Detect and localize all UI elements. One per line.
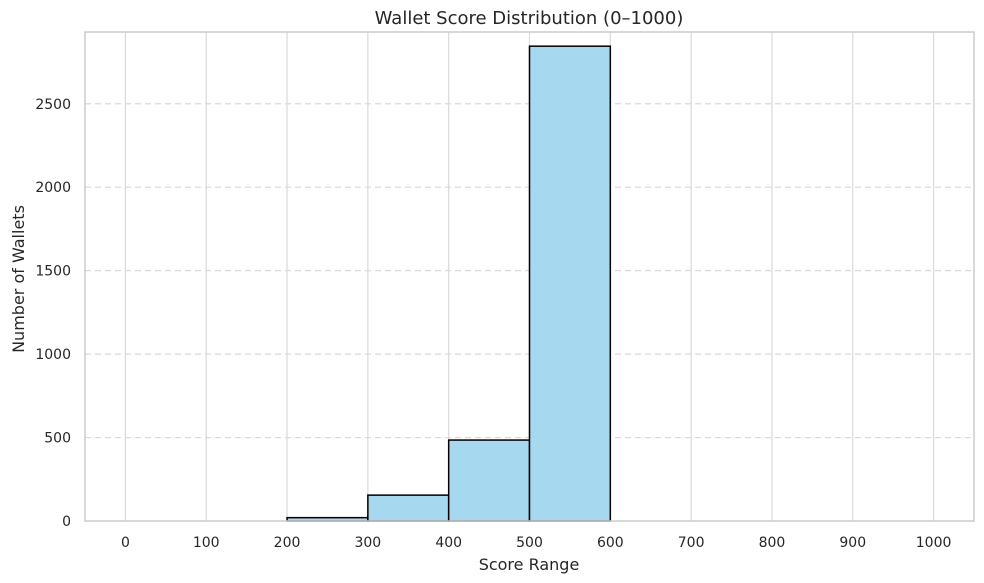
y-tick-label: 2500 bbox=[35, 97, 71, 113]
histogram-bar bbox=[528, 45, 612, 522]
y-tick-labels: 0 500 1000 1500 2000 2500 bbox=[35, 97, 71, 530]
x-tick-labels: 0 100 200 300 400 500 600 700 800 900 1000 bbox=[121, 535, 951, 551]
chart-title: Wallet Score Distribution (0–1000) bbox=[375, 8, 684, 29]
x-tick-label: 800 bbox=[759, 535, 786, 551]
x-tick-label: 600 bbox=[597, 535, 624, 551]
x-tick-label: 300 bbox=[354, 535, 381, 551]
x-tick-label: 200 bbox=[274, 535, 301, 551]
y-tick-label: 2000 bbox=[35, 180, 71, 196]
x-tick-label: 400 bbox=[435, 535, 462, 551]
x-axis-title: Score Range bbox=[479, 555, 580, 574]
y-tick-label: 500 bbox=[44, 431, 71, 447]
x-tick-label: 0 bbox=[121, 535, 130, 551]
plot-frame bbox=[84, 31, 975, 522]
x-tick-label: 900 bbox=[839, 535, 866, 551]
x-tick-label: 700 bbox=[678, 535, 705, 551]
x-tick-label: 500 bbox=[516, 535, 543, 551]
bar-layer bbox=[286, 45, 612, 522]
y-tick-label: 1500 bbox=[35, 264, 71, 280]
x-tick-label: 100 bbox=[193, 535, 220, 551]
histogram-bar bbox=[447, 439, 531, 522]
y-tick-label: 0 bbox=[62, 514, 71, 530]
histogram-bar bbox=[367, 494, 450, 522]
y-axis-title: Number of Wallets bbox=[9, 205, 28, 353]
y-tick-label: 1000 bbox=[35, 347, 71, 363]
x-tick-label: 1000 bbox=[916, 535, 952, 551]
